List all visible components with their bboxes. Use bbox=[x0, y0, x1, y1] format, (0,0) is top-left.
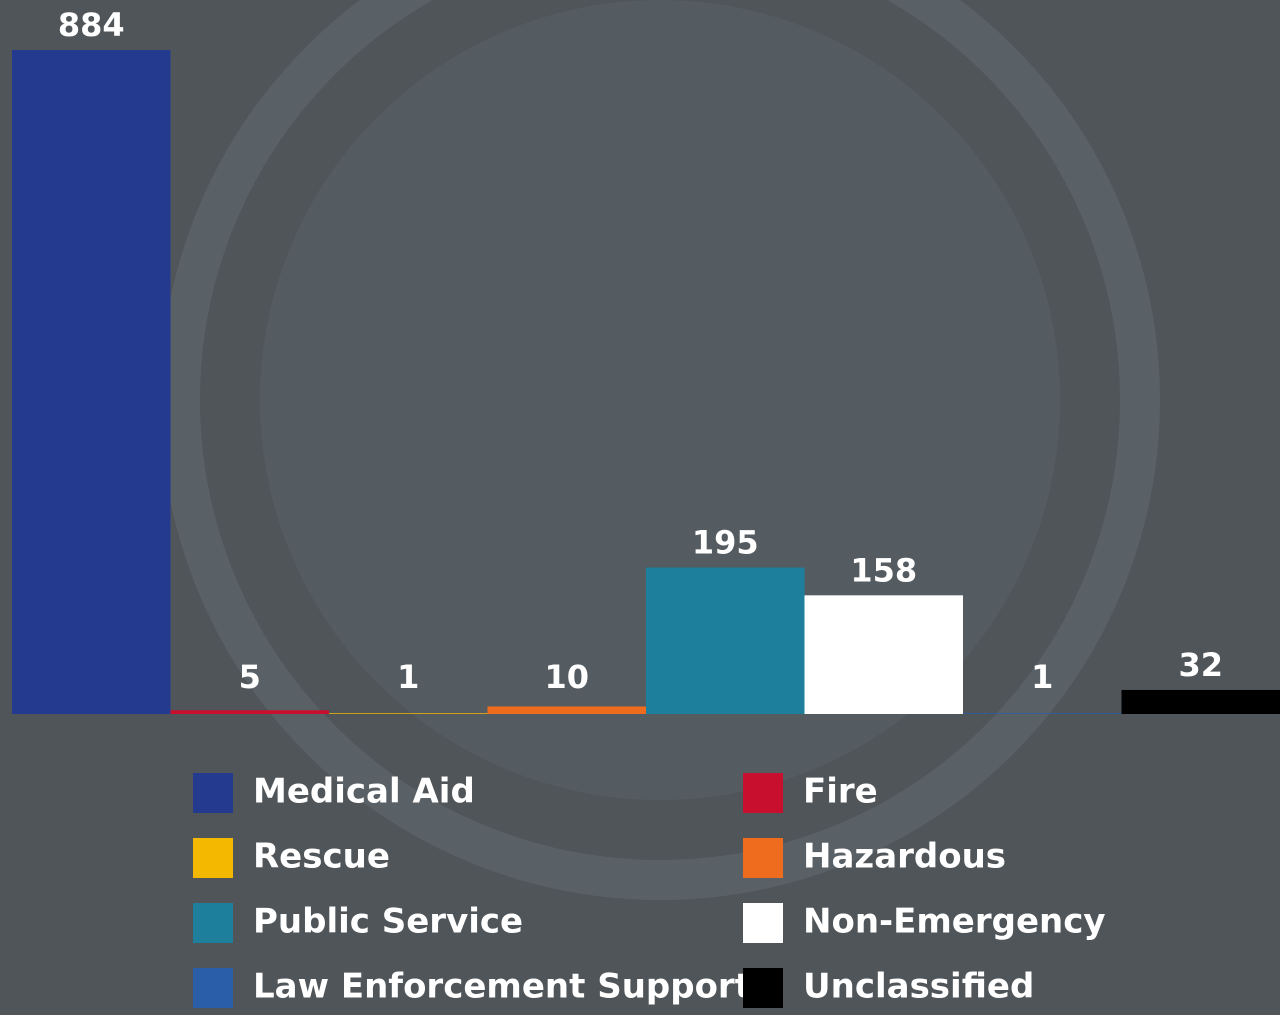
data-label: 158 bbox=[850, 551, 917, 589]
bar bbox=[805, 595, 964, 714]
page: {"chart_data": {"type": "bar", "categori… bbox=[0, 0, 1280, 1011]
bar bbox=[171, 710, 330, 714]
bar bbox=[646, 568, 805, 714]
legend-swatch bbox=[743, 903, 783, 943]
legend-label: Unclassified bbox=[803, 967, 1034, 1007]
chart: 884 5 1 10 195 158 1 32 Medical Aid Fire Rescue Haz… bbox=[0, 0, 1280, 1011]
bar bbox=[329, 713, 488, 714]
bar bbox=[1122, 690, 1280, 714]
legend-swatch bbox=[193, 838, 233, 878]
legend-swatch bbox=[193, 903, 233, 943]
data-label: 1 bbox=[397, 658, 419, 696]
legend-swatch bbox=[193, 968, 233, 1008]
legend-label: Medical Aid bbox=[253, 772, 475, 812]
data-label: 884 bbox=[58, 6, 125, 44]
legend-label: Rescue bbox=[253, 837, 390, 877]
data-label: 1 bbox=[1031, 658, 1053, 696]
bar bbox=[12, 50, 171, 714]
legend-label: Non-Emergency bbox=[803, 902, 1106, 942]
bar bbox=[488, 706, 647, 714]
data-label: 5 bbox=[239, 658, 261, 696]
legend-swatch bbox=[743, 773, 783, 813]
legend-label: Hazardous bbox=[803, 837, 1006, 877]
legend-swatch bbox=[743, 838, 783, 878]
bar bbox=[963, 713, 1122, 714]
legend-label: Law Enforcement Support bbox=[253, 967, 751, 1007]
legend-label: Public Service bbox=[253, 902, 523, 942]
data-label: 10 bbox=[544, 658, 589, 696]
legend-swatch bbox=[193, 773, 233, 813]
legend-swatch bbox=[743, 968, 783, 1008]
legend-label: Fire bbox=[803, 772, 878, 812]
data-label: 32 bbox=[1178, 646, 1223, 684]
data-label: 195 bbox=[692, 524, 759, 562]
